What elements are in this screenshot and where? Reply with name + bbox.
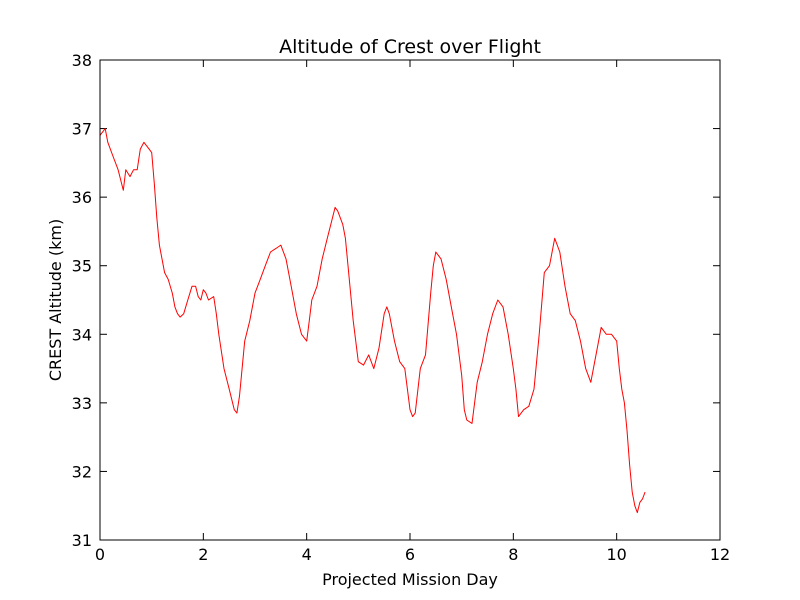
y-tick-label: 35 bbox=[72, 257, 92, 276]
x-tick-label: 0 bbox=[95, 545, 105, 564]
y-tick-label: 31 bbox=[72, 531, 92, 550]
y-tick-label: 34 bbox=[72, 325, 92, 344]
y-tick-label: 33 bbox=[72, 394, 92, 413]
axis-ticks: 0 2 4 6 8 10 12 31 32 33 34 35 36 37 38 bbox=[72, 51, 731, 564]
x-tick-label: 2 bbox=[198, 545, 208, 564]
y-tick-label: 37 bbox=[72, 120, 92, 139]
x-tick-label: 8 bbox=[508, 545, 518, 564]
y-axis-label: CREST Altitude (km) bbox=[46, 219, 65, 381]
y-tick-label: 32 bbox=[72, 462, 92, 481]
series-layer bbox=[99, 128, 646, 514]
altitude-series-line bbox=[99, 128, 646, 514]
x-tick-label: 12 bbox=[710, 545, 730, 564]
chart-title: Altitude of Crest over Flight bbox=[279, 36, 541, 58]
plot-frame bbox=[99, 59, 721, 541]
y-tick-label: 36 bbox=[72, 188, 92, 207]
x-tick-label: 10 bbox=[606, 545, 626, 564]
x-tick-label: 6 bbox=[405, 545, 415, 564]
y-tick-label: 38 bbox=[72, 51, 92, 70]
x-tick-label: 4 bbox=[302, 545, 312, 564]
x-axis-label: Projected Mission Day bbox=[322, 570, 498, 589]
